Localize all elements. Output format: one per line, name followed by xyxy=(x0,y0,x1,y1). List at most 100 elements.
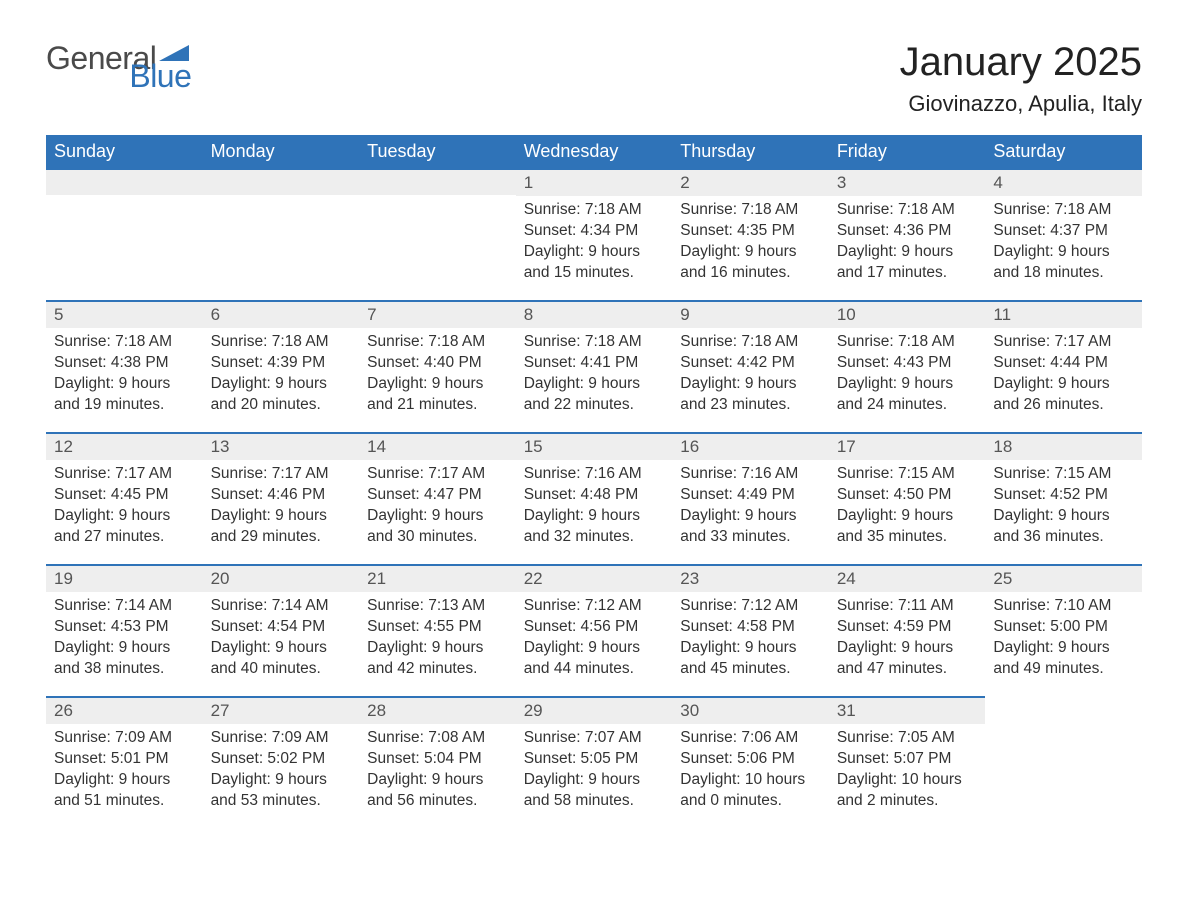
sunrise-line: Sunrise: 7:18 AM xyxy=(367,332,508,353)
calendar-cell: 19Sunrise: 7:14 AMSunset: 4:53 PMDayligh… xyxy=(46,564,203,696)
day-number: 11 xyxy=(985,300,1142,328)
daylight-line1: Daylight: 9 hours xyxy=(524,242,665,263)
sunset-line: Sunset: 5:07 PM xyxy=(837,749,978,770)
daylight-line2: and 27 minutes. xyxy=(54,527,195,548)
day-details: Sunrise: 7:18 AMSunset: 4:38 PMDaylight:… xyxy=(46,328,203,420)
day-number: 14 xyxy=(359,432,516,460)
sunset-line: Sunset: 4:38 PM xyxy=(54,353,195,374)
weekday-header: Tuesday xyxy=(359,135,516,168)
daylight-line1: Daylight: 9 hours xyxy=(367,770,508,791)
calendar-cell xyxy=(985,696,1142,828)
day-details: Sunrise: 7:18 AMSunset: 4:40 PMDaylight:… xyxy=(359,328,516,420)
daylight-line1: Daylight: 9 hours xyxy=(54,506,195,527)
daylight-line1: Daylight: 9 hours xyxy=(993,506,1134,527)
day-details: Sunrise: 7:17 AMSunset: 4:45 PMDaylight:… xyxy=(46,460,203,552)
day-number: 19 xyxy=(46,564,203,592)
sunrise-line: Sunrise: 7:13 AM xyxy=(367,596,508,617)
sunset-line: Sunset: 4:59 PM xyxy=(837,617,978,638)
day-details: Sunrise: 7:12 AMSunset: 4:58 PMDaylight:… xyxy=(672,592,829,684)
sunrise-line: Sunrise: 7:18 AM xyxy=(680,332,821,353)
sunset-line: Sunset: 4:35 PM xyxy=(680,221,821,242)
daylight-line2: and 19 minutes. xyxy=(54,395,195,416)
sunrise-line: Sunrise: 7:09 AM xyxy=(211,728,352,749)
day-details: Sunrise: 7:18 AMSunset: 4:36 PMDaylight:… xyxy=(829,196,986,288)
day-number: 26 xyxy=(46,696,203,724)
day-number: 2 xyxy=(672,168,829,196)
sunset-line: Sunset: 4:46 PM xyxy=(211,485,352,506)
calendar-cell: 1Sunrise: 7:18 AMSunset: 4:34 PMDaylight… xyxy=(516,168,673,300)
daylight-line2: and 0 minutes. xyxy=(680,791,821,812)
daylight-line2: and 44 minutes. xyxy=(524,659,665,680)
day-number: 22 xyxy=(516,564,673,592)
sunrise-line: Sunrise: 7:12 AM xyxy=(524,596,665,617)
calendar-cell: 24Sunrise: 7:11 AMSunset: 4:59 PMDayligh… xyxy=(829,564,986,696)
calendar-cell: 10Sunrise: 7:18 AMSunset: 4:43 PMDayligh… xyxy=(829,300,986,432)
sunrise-line: Sunrise: 7:18 AM xyxy=(524,200,665,221)
sunrise-line: Sunrise: 7:16 AM xyxy=(680,464,821,485)
calendar-cell: 5Sunrise: 7:18 AMSunset: 4:38 PMDaylight… xyxy=(46,300,203,432)
daylight-line1: Daylight: 9 hours xyxy=(54,638,195,659)
calendar-cell: 27Sunrise: 7:09 AMSunset: 5:02 PMDayligh… xyxy=(203,696,360,828)
sunrise-line: Sunrise: 7:18 AM xyxy=(524,332,665,353)
sunset-line: Sunset: 4:45 PM xyxy=(54,485,195,506)
calendar-cell: 3Sunrise: 7:18 AMSunset: 4:36 PMDaylight… xyxy=(829,168,986,300)
calendar-cell: 22Sunrise: 7:12 AMSunset: 4:56 PMDayligh… xyxy=(516,564,673,696)
daylight-line1: Daylight: 9 hours xyxy=(680,638,821,659)
day-details: Sunrise: 7:06 AMSunset: 5:06 PMDaylight:… xyxy=(672,724,829,816)
calendar-cell: 28Sunrise: 7:08 AMSunset: 5:04 PMDayligh… xyxy=(359,696,516,828)
day-number: 13 xyxy=(203,432,360,460)
sunrise-line: Sunrise: 7:18 AM xyxy=(54,332,195,353)
calendar-cell: 29Sunrise: 7:07 AMSunset: 5:05 PMDayligh… xyxy=(516,696,673,828)
day-details: Sunrise: 7:09 AMSunset: 5:02 PMDaylight:… xyxy=(203,724,360,816)
day-number: 5 xyxy=(46,300,203,328)
sunset-line: Sunset: 4:55 PM xyxy=(367,617,508,638)
sunrise-line: Sunrise: 7:18 AM xyxy=(993,200,1134,221)
sunset-line: Sunset: 4:49 PM xyxy=(680,485,821,506)
weekday-header: Thursday xyxy=(672,135,829,168)
day-details: Sunrise: 7:17 AMSunset: 4:46 PMDaylight:… xyxy=(203,460,360,552)
calendar-cell xyxy=(46,168,203,300)
daylight-line2: and 18 minutes. xyxy=(993,263,1134,284)
daylight-line1: Daylight: 9 hours xyxy=(680,242,821,263)
day-details: Sunrise: 7:17 AMSunset: 4:44 PMDaylight:… xyxy=(985,328,1142,420)
day-details: Sunrise: 7:15 AMSunset: 4:52 PMDaylight:… xyxy=(985,460,1142,552)
logo-word2: Blue xyxy=(129,58,191,95)
calendar-cell: 4Sunrise: 7:18 AMSunset: 4:37 PMDaylight… xyxy=(985,168,1142,300)
calendar-cell: 26Sunrise: 7:09 AMSunset: 5:01 PMDayligh… xyxy=(46,696,203,828)
logo: General Blue xyxy=(46,40,255,77)
daylight-line2: and 24 minutes. xyxy=(837,395,978,416)
day-details: Sunrise: 7:13 AMSunset: 4:55 PMDaylight:… xyxy=(359,592,516,684)
weekday-header: Friday xyxy=(829,135,986,168)
sunset-line: Sunset: 4:34 PM xyxy=(524,221,665,242)
day-number: 10 xyxy=(829,300,986,328)
sunrise-line: Sunrise: 7:05 AM xyxy=(837,728,978,749)
sunrise-line: Sunrise: 7:14 AM xyxy=(211,596,352,617)
daylight-line1: Daylight: 9 hours xyxy=(211,770,352,791)
daylight-line2: and 23 minutes. xyxy=(680,395,821,416)
daylight-line2: and 15 minutes. xyxy=(524,263,665,284)
daylight-line1: Daylight: 9 hours xyxy=(837,242,978,263)
sunset-line: Sunset: 4:43 PM xyxy=(837,353,978,374)
daylight-line1: Daylight: 9 hours xyxy=(680,506,821,527)
sunrise-line: Sunrise: 7:09 AM xyxy=(54,728,195,749)
sunrise-line: Sunrise: 7:15 AM xyxy=(993,464,1134,485)
day-details: Sunrise: 7:17 AMSunset: 4:47 PMDaylight:… xyxy=(359,460,516,552)
page-title: January 2025 xyxy=(900,40,1142,85)
day-details: Sunrise: 7:18 AMSunset: 4:37 PMDaylight:… xyxy=(985,196,1142,288)
daylight-line2: and 17 minutes. xyxy=(837,263,978,284)
daylight-line2: and 36 minutes. xyxy=(993,527,1134,548)
sunset-line: Sunset: 4:50 PM xyxy=(837,485,978,506)
sunset-line: Sunset: 4:52 PM xyxy=(993,485,1134,506)
sunrise-line: Sunrise: 7:06 AM xyxy=(680,728,821,749)
daylight-line1: Daylight: 9 hours xyxy=(837,506,978,527)
day-number: 31 xyxy=(829,696,986,724)
sunset-line: Sunset: 4:41 PM xyxy=(524,353,665,374)
daylight-line1: Daylight: 9 hours xyxy=(211,374,352,395)
daylight-line2: and 58 minutes. xyxy=(524,791,665,812)
daylight-line1: Daylight: 9 hours xyxy=(993,374,1134,395)
day-details: Sunrise: 7:16 AMSunset: 4:49 PMDaylight:… xyxy=(672,460,829,552)
weekday-header: Sunday xyxy=(46,135,203,168)
calendar-cell: 7Sunrise: 7:18 AMSunset: 4:40 PMDaylight… xyxy=(359,300,516,432)
calendar-cell: 11Sunrise: 7:17 AMSunset: 4:44 PMDayligh… xyxy=(985,300,1142,432)
sunset-line: Sunset: 5:00 PM xyxy=(993,617,1134,638)
